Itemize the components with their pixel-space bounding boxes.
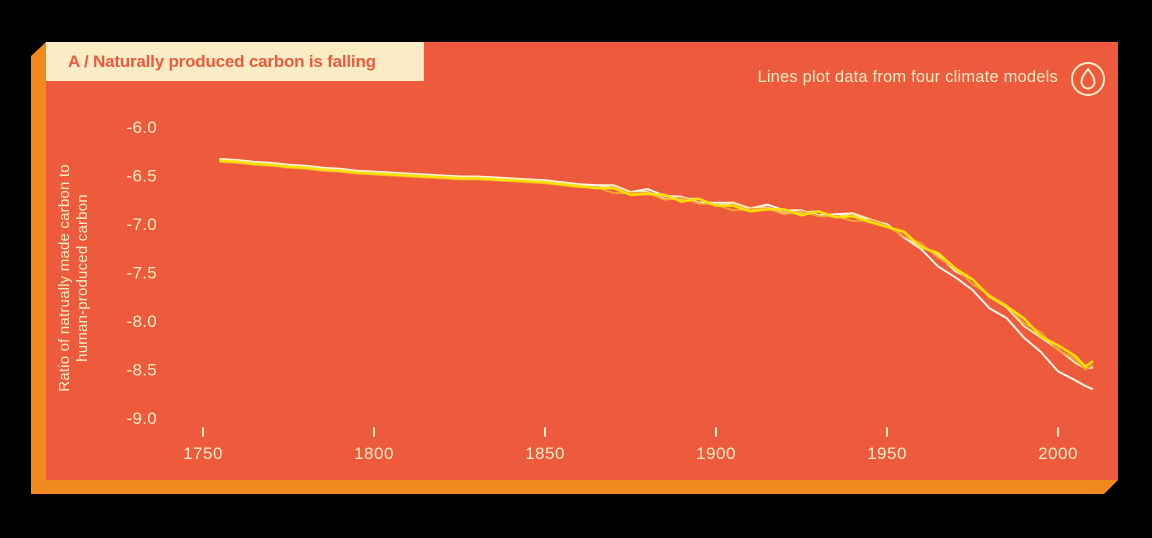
x-tick-label: 1800 (354, 444, 394, 463)
chart-title-box: A / Naturally produced carbon is falling (46, 42, 424, 81)
series-line-model-4 (218, 159, 1094, 368)
series-line-model-2 (219, 159, 1094, 370)
series-line-model-3 (219, 160, 1094, 371)
x-tick-label: 1750 (183, 444, 223, 463)
y-tick-label: -6.0 (127, 118, 158, 137)
y-axis-title-line2: human-produced carbon (74, 194, 91, 362)
y-axis-title: Ratio of natrually made carbon to human-… (56, 78, 96, 478)
x-tick-label: 1950 (867, 444, 907, 463)
y-tick-label: -8.5 (127, 361, 158, 380)
y-tick-label: -8.0 (127, 312, 158, 331)
y-axis-title-line1: Ratio of natrually made carbon to (56, 164, 73, 392)
y-tick-label: -7.0 (127, 215, 158, 234)
x-tick-label: 1850 (525, 444, 565, 463)
chart-subtitle: Lines plot data from four climate models (757, 67, 1058, 86)
chart-card: A / Naturally produced carbon is falling… (46, 42, 1118, 480)
x-tick-label: 2000 (1038, 444, 1078, 463)
x-tick-label: 1900 (696, 444, 736, 463)
series-line-model-1 (219, 158, 1094, 390)
y-tick-label: -7.5 (127, 264, 158, 283)
y-tick-label: -9.0 (127, 409, 158, 428)
chart-title: A / Naturally produced carbon is falling (68, 51, 376, 71)
y-tick-label: -6.5 (127, 167, 158, 186)
water-drop-icon (1070, 61, 1106, 97)
